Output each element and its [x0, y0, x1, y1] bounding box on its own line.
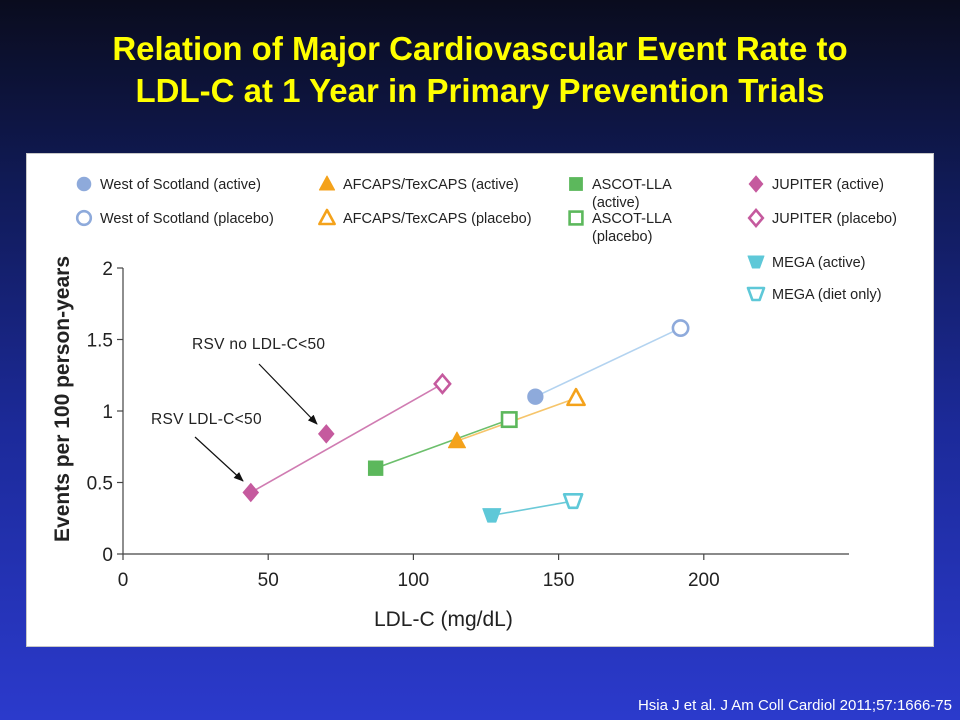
connector-line	[535, 327, 681, 398]
annotation-arrow	[194, 436, 244, 482]
chart-panel: 0 50 100 150 200 0 0.5 1 1.5 2 LDL-C (mg/dL) Events…	[26, 153, 934, 647]
legend-label: West of Scotland (active)	[100, 177, 261, 193]
data-point	[433, 372, 452, 395]
x-tick-label: 100	[398, 570, 430, 591]
data-point	[500, 411, 518, 429]
legend-label: AFCAPS/TexCAPS (placebo)	[343, 211, 532, 227]
data-point	[562, 493, 584, 510]
y-tick-label: 1.5	[87, 331, 113, 352]
slide-title: Relation of Major Cardiovascular Event R…	[0, 28, 960, 112]
legend-label: (active)	[592, 195, 640, 211]
data-point	[317, 424, 335, 444]
citation: Hsia J et al. J Am Coll Cardiol 2011;57:…	[637, 697, 952, 714]
legend-marker	[748, 175, 764, 193]
x-tick-label: 0	[118, 570, 129, 591]
x-tick-label: 200	[688, 570, 720, 591]
legend-label: MEGA (diet only)	[772, 287, 882, 303]
connector-line	[375, 418, 510, 469]
legend-marker	[76, 176, 92, 192]
legend-marker	[569, 177, 583, 191]
annotation-label: RSV LDL-C<50	[151, 411, 262, 428]
annotation-label: RSV no LDL-C<50	[192, 336, 325, 353]
y-tick-label: 0	[102, 545, 113, 566]
slide-title-line-1: Relation of Major Cardiovascular Event R…	[112, 30, 848, 67]
data-point	[367, 460, 384, 476]
legend-label: ASCOT-LLA	[592, 211, 672, 227]
legend-marker	[747, 207, 765, 229]
annotation-arrow	[258, 363, 318, 425]
legend-marker	[568, 210, 584, 226]
legend-label: (placebo)	[592, 229, 652, 245]
y-tick-label: 1	[102, 402, 113, 423]
legend-marker	[318, 208, 336, 226]
x-tick-label: 150	[543, 570, 575, 591]
data-point	[671, 319, 690, 338]
legend-label: West of Scotland (placebo)	[100, 211, 274, 227]
slide-title-line-2: LDL-C at 1 Year in Primary Prevention Tr…	[135, 72, 825, 109]
y-tick-label: 0.5	[87, 474, 113, 495]
connector-line	[491, 500, 574, 517]
legend-label: MEGA (active)	[772, 255, 865, 271]
legend-marker	[318, 175, 336, 191]
data-point	[527, 388, 544, 405]
connector-line	[250, 383, 443, 494]
scatter-chart: 0 50 100 150 200 0 0.5 1 1.5 2 LDL-C (mg/dL) Events…	[51, 175, 897, 631]
data-point	[566, 387, 586, 407]
legend-marker	[75, 209, 93, 227]
legend-label: ASCOT-LLA	[592, 177, 672, 193]
y-axis-label: Events per 100 person-years	[51, 256, 74, 542]
legend-label: JUPITER (placebo)	[772, 211, 897, 227]
legend-label: JUPITER (active)	[772, 177, 884, 193]
x-tick-label: 50	[258, 570, 279, 591]
legend-label: AFCAPS/TexCAPS (active)	[343, 177, 519, 193]
data-point	[482, 508, 502, 523]
data-point	[242, 482, 260, 503]
data-point	[447, 431, 467, 449]
y-tick-label: 2	[102, 259, 113, 280]
legend-marker	[746, 286, 766, 302]
x-axis-label: LDL-C (mg/dL)	[374, 608, 513, 631]
legend-marker	[747, 255, 765, 269]
